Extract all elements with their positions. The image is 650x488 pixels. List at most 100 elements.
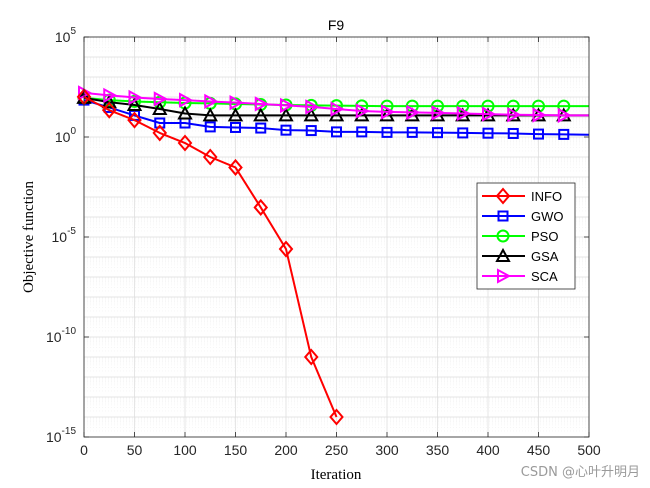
data-point-marker bbox=[507, 107, 522, 123]
x-tick-label: 500 bbox=[577, 442, 601, 458]
data-point-marker bbox=[303, 348, 319, 366]
chart-title: F9 bbox=[328, 17, 345, 33]
data-point-marker bbox=[305, 125, 317, 137]
data-point-marker bbox=[204, 121, 216, 133]
legend-label: GWO bbox=[531, 209, 564, 224]
data-point-marker bbox=[255, 122, 267, 134]
series-info bbox=[76, 88, 344, 426]
data-point-marker bbox=[356, 126, 368, 138]
data-point-marker bbox=[103, 87, 118, 104]
y-axis-label: Objective function bbox=[21, 180, 37, 293]
data-point-marker bbox=[177, 134, 193, 152]
series-sca bbox=[78, 85, 589, 124]
x-tick-label: 400 bbox=[476, 442, 500, 458]
x-tick-label: 150 bbox=[224, 442, 248, 458]
data-point-marker bbox=[177, 105, 193, 120]
y-tick-label: 10-5 bbox=[52, 226, 77, 245]
data-point-marker bbox=[227, 107, 244, 122]
data-point-marker bbox=[303, 107, 319, 122]
legend-item: PSO bbox=[482, 229, 558, 244]
data-point-marker bbox=[406, 126, 418, 138]
legend-marker bbox=[495, 187, 511, 205]
data-point-marker bbox=[127, 111, 142, 129]
data-point-marker bbox=[228, 158, 243, 176]
data-point-marker bbox=[431, 105, 446, 121]
x-tick-label: 0 bbox=[80, 442, 88, 458]
data-point-marker bbox=[305, 99, 320, 115]
y-tick-label: 10-10 bbox=[46, 326, 76, 345]
data-point-marker bbox=[153, 91, 168, 107]
legend-marker bbox=[497, 268, 512, 284]
legend-item: GWO bbox=[482, 209, 564, 224]
legend: INFO GWO PSO GSA SCA bbox=[476, 182, 576, 290]
legend-label: SCA bbox=[531, 269, 558, 284]
data-point-marker bbox=[532, 107, 547, 123]
data-point-marker bbox=[381, 104, 396, 120]
data-point-marker bbox=[229, 94, 244, 111]
data-point-marker bbox=[482, 106, 497, 122]
series-line-sca bbox=[83, 91, 589, 117]
data-point-marker bbox=[329, 408, 344, 426]
data-point-marker bbox=[355, 103, 370, 119]
data-point-marker bbox=[101, 101, 117, 119]
x-tick-label: 200 bbox=[274, 442, 298, 458]
data-point-marker bbox=[457, 127, 469, 139]
data-point-marker bbox=[432, 127, 443, 139]
legend-label: PSO bbox=[531, 229, 558, 244]
data-point-marker bbox=[507, 127, 519, 139]
watermark-text: CSDN @心叶升明月 bbox=[520, 465, 640, 480]
y-tick-label: 10-15 bbox=[46, 426, 76, 445]
legend-item: GSA bbox=[482, 247, 559, 264]
data-point-marker bbox=[254, 96, 269, 112]
legend-marker bbox=[496, 229, 510, 243]
data-point-marker bbox=[202, 107, 218, 122]
data-point-marker bbox=[126, 96, 143, 111]
legend-label: GSA bbox=[531, 249, 559, 264]
legend-marker bbox=[497, 210, 509, 222]
x-tick-label: 350 bbox=[426, 442, 450, 458]
x-tick-label: 450 bbox=[527, 442, 551, 458]
legend-label: INFO bbox=[531, 189, 562, 204]
data-point-marker bbox=[278, 107, 294, 122]
x-tick-label: 100 bbox=[173, 442, 197, 458]
data-point-marker bbox=[253, 107, 269, 122]
data-point-marker bbox=[381, 126, 393, 138]
data-point-marker bbox=[128, 89, 143, 106]
series-gwo bbox=[78, 94, 590, 140]
data-point-marker bbox=[152, 124, 168, 142]
data-point-marker bbox=[456, 105, 471, 122]
data-point-marker bbox=[230, 121, 241, 133]
data-point-marker bbox=[204, 93, 219, 110]
data-point-marker bbox=[280, 124, 292, 136]
data-point-marker bbox=[558, 128, 570, 140]
data-point-marker bbox=[280, 97, 295, 114]
data-point-marker bbox=[330, 101, 345, 117]
series-line-gwo bbox=[83, 99, 590, 136]
data-point-marker bbox=[557, 107, 572, 124]
series-layer bbox=[76, 85, 590, 426]
series-line-info bbox=[83, 95, 338, 418]
x-tick-label: 50 bbox=[127, 442, 143, 458]
data-point-marker bbox=[202, 148, 218, 166]
legend-marker bbox=[495, 247, 511, 262]
x-axis-label: Iteration bbox=[311, 467, 362, 483]
data-point-marker bbox=[179, 92, 194, 108]
y-tick-label: 105 bbox=[55, 26, 77, 45]
legend-item: INFO bbox=[482, 187, 562, 205]
data-point-marker bbox=[331, 126, 342, 138]
data-point-marker bbox=[278, 240, 294, 258]
data-point-marker bbox=[253, 198, 269, 216]
axis-ticks: 0 50 100 150 200 250 300 350 400 450 500 105 100 10-5… bbox=[46, 26, 601, 458]
y-tick-label: 100 bbox=[55, 126, 77, 145]
data-point-marker bbox=[101, 94, 117, 109]
x-tick-label: 250 bbox=[325, 442, 349, 458]
data-point-marker bbox=[533, 128, 544, 140]
data-point-marker bbox=[406, 104, 421, 121]
data-point-marker bbox=[379, 107, 395, 122]
x-tick-label: 300 bbox=[375, 442, 399, 458]
data-point-marker bbox=[152, 100, 168, 116]
data-point-marker bbox=[154, 117, 166, 129]
legend-item: SCA bbox=[482, 268, 558, 284]
data-point-marker bbox=[482, 127, 494, 139]
